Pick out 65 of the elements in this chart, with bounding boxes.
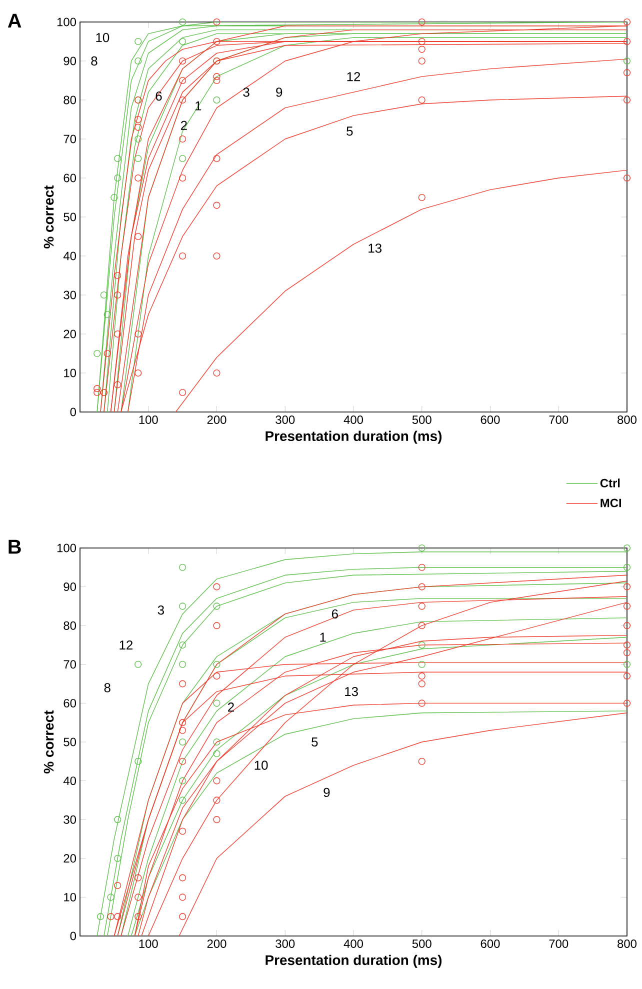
- annotation: 12: [347, 72, 360, 82]
- annotation: 2: [180, 120, 187, 130]
- y-tick-label: 70: [64, 660, 76, 669]
- y-tick-label: 80: [64, 96, 76, 104]
- x-tick-label: 200: [207, 940, 226, 948]
- y-tick-label: 90: [64, 56, 76, 66]
- y-tick-label: 20: [64, 854, 76, 863]
- y-tick-label: 30: [64, 815, 76, 824]
- y-axis-title: % correct: [44, 710, 54, 774]
- annotation: 6: [156, 92, 162, 101]
- x-tick-label: 200: [207, 416, 226, 424]
- legend-label: MCI: [600, 498, 622, 508]
- y-tick-label: 40: [63, 252, 76, 260]
- y-tick-label: 0: [70, 408, 76, 416]
- text: A: [8, 14, 22, 28]
- y-tick-label: 80: [64, 621, 76, 630]
- x-tick-label: 500: [412, 416, 432, 424]
- y-tick-label: 10: [64, 892, 76, 902]
- annotation: 5: [346, 126, 353, 136]
- y-tick-label: 30: [64, 290, 76, 300]
- y-tick-label: 100: [57, 18, 76, 26]
- annotation: 9: [276, 88, 282, 97]
- y-tick-label: 60: [64, 174, 76, 182]
- annotation: 2: [228, 702, 234, 712]
- y-tick-label: 10: [64, 368, 76, 378]
- annotation: 6: [332, 609, 338, 619]
- x-tick-label: 100: [139, 940, 158, 948]
- x-tick-label: 700: [549, 416, 568, 424]
- y-tick-label: 50: [64, 212, 76, 222]
- x-tick-label: 700: [549, 940, 568, 948]
- x-tick-label: 600: [480, 940, 500, 948]
- y-tick-label: 100: [57, 544, 76, 552]
- y-axis-title: % correct: [44, 185, 54, 248]
- x-tick-label: 100: [139, 416, 158, 424]
- y-tick-label: 50: [64, 738, 76, 746]
- y-tick-label: 20: [64, 330, 76, 338]
- annotation: 3: [243, 88, 250, 97]
- annotation: 10: [254, 760, 268, 770]
- y-tick-label: 70: [64, 134, 76, 144]
- annotation: 10: [96, 33, 110, 42]
- x-tick-label: 800: [618, 416, 637, 424]
- annotation: 3: [158, 605, 164, 615]
- x-tick-label: 300: [276, 940, 295, 948]
- annotation: 9: [324, 788, 330, 798]
- x-tick-label: 300: [276, 416, 295, 424]
- x-tick-label: 500: [412, 940, 432, 948]
- annotation: 8: [104, 683, 110, 692]
- annotation: 8: [91, 56, 98, 66]
- y-tick-label: 40: [63, 776, 76, 786]
- x-tick-label: 800: [618, 940, 637, 948]
- x-axis-title: Presentation duration (ms): [266, 430, 442, 444]
- annotation: 13: [368, 244, 382, 253]
- y-tick-label: 90: [64, 582, 76, 592]
- x-tick-label: 400: [344, 940, 364, 948]
- y-tick-label: 60: [64, 698, 76, 708]
- legend-label: Ctrl: [600, 478, 620, 488]
- text: B: [8, 540, 21, 554]
- y-tick-label: 0: [70, 932, 76, 940]
- annotation: 5: [312, 737, 318, 747]
- annotation: 12: [120, 640, 132, 650]
- annotation: 1: [320, 632, 326, 642]
- x-tick-label: 400: [344, 416, 364, 424]
- x-axis-title: Presentation duration (ms): [266, 954, 442, 968]
- x-tick-label: 600: [480, 416, 500, 424]
- annotation: 13: [345, 686, 358, 696]
